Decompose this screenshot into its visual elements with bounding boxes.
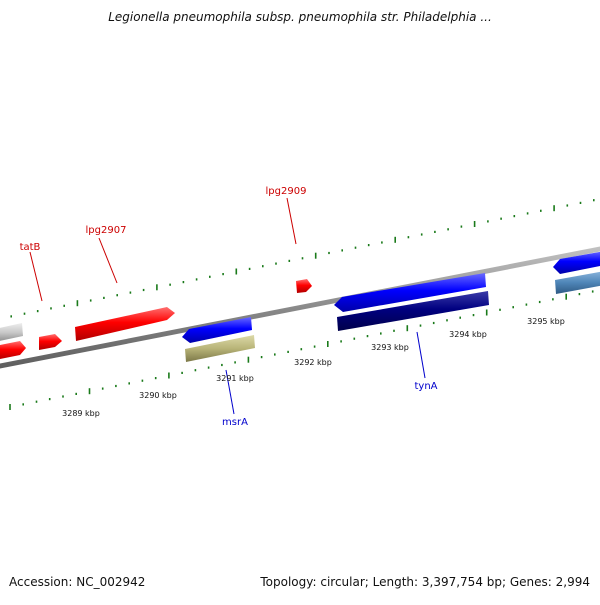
scale-label-3290: 3290 kbp (139, 391, 177, 400)
gene-lpg2909-arrow[interactable] (296, 279, 312, 293)
gene-olive-box[interactable] (185, 335, 255, 362)
scale-label-3289: 3289 kbp (62, 409, 100, 418)
gene-partial-steel-box[interactable] (555, 271, 600, 294)
scale-label-3295: 3295 kbp (527, 317, 565, 326)
lpg2909-leader-line (286, 197, 297, 245)
tynA-leader-line (416, 331, 426, 379)
gene-label-lpg2909[interactable]: lpg2909 (266, 186, 307, 197)
gene-dark-navy-box[interactable] (337, 291, 489, 331)
lpg2907-leader-line (98, 237, 118, 284)
scale-label-3291: 3291 kbp (216, 374, 254, 383)
msrA-leader-line (225, 369, 235, 415)
gene-msrA-arrow[interactable] (182, 317, 252, 343)
scale-label-3292: 3292 kbp (294, 358, 332, 367)
scale-ticks (9, 199, 595, 410)
scale-label-3293: 3293 kbp (371, 343, 409, 352)
gene-label-msrA[interactable]: msrA (222, 417, 248, 428)
gene-labels: tatB lpg2907 lpg2909 msrA tynA (20, 186, 438, 428)
gene-label-tatB[interactable]: tatB (20, 242, 41, 253)
gene-tynA-arrow[interactable] (334, 273, 486, 312)
gene-label-tynA[interactable]: tynA (414, 381, 437, 392)
forward-strand-genes (0, 279, 312, 360)
scale-label-3294: 3294 kbp (449, 330, 487, 339)
label-leader-lines (29, 197, 426, 415)
reverse-strand-genes (182, 251, 600, 362)
accession-text: Accession: NC_002942 (9, 575, 146, 589)
genome-title: Legionella pneumophila subsp. pneumophil… (108, 10, 492, 24)
gene-lpg2907-arrow[interactable] (75, 307, 175, 341)
genome-summary-text: Topology: circular; Length: 3,397,754 bp… (260, 575, 590, 589)
gene-partial-grey-arrow[interactable] (0, 323, 23, 342)
gene-partial-red-arrow[interactable] (0, 341, 26, 360)
scale-labels: 3289 kbp 3290 kbp 3291 kbp 3292 kbp 3293… (62, 317, 565, 418)
tatB-leader-line (29, 251, 43, 302)
genome-backbone (0, 246, 600, 369)
gene-partial-blue-arrow[interactable] (553, 251, 600, 274)
gene-label-lpg2907[interactable]: lpg2907 (86, 225, 127, 236)
gene-tatB-arrow[interactable] (39, 334, 62, 350)
